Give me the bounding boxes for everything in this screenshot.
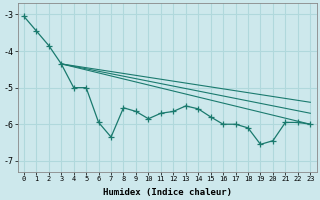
X-axis label: Humidex (Indice chaleur): Humidex (Indice chaleur) — [103, 188, 232, 197]
